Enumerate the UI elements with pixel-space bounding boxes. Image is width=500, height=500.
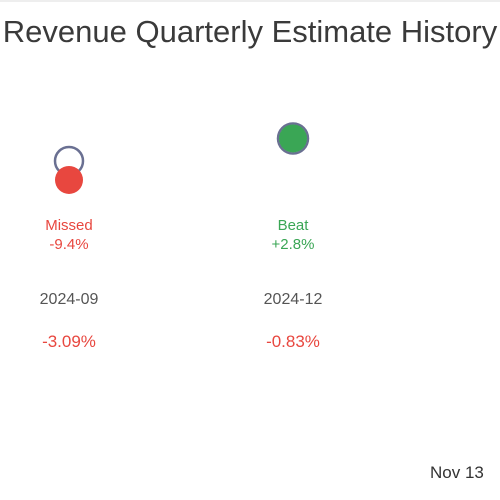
quarter-change-label: -0.83%	[266, 332, 320, 351]
quarter-change-label: -7	[447, 332, 500, 352]
quarter-period-label: 2024-12	[263, 291, 323, 308]
chart-title: Revenue Quarterly Estimate History	[2, 14, 498, 49]
quarter-surprise-label: -1	[447, 236, 500, 253]
actual-marker	[279, 124, 307, 153]
quarter-status-label: M	[447, 217, 500, 234]
top-border	[0, 0, 500, 2]
quarter-surprise-label: +2.8%	[271, 236, 315, 253]
quarter-period-label: 20	[447, 291, 500, 309]
quarter-period-label: 2024-09	[39, 291, 99, 308]
actual-marker	[55, 165, 83, 194]
quarter-change-label: -3.09%	[42, 332, 96, 351]
footer-date: Nov 13	[430, 463, 484, 482]
quarter-status-label: Beat	[277, 217, 309, 234]
quarter-status-label: Missed	[45, 217, 93, 234]
quarter-surprise-label: -9.4%	[49, 236, 89, 253]
